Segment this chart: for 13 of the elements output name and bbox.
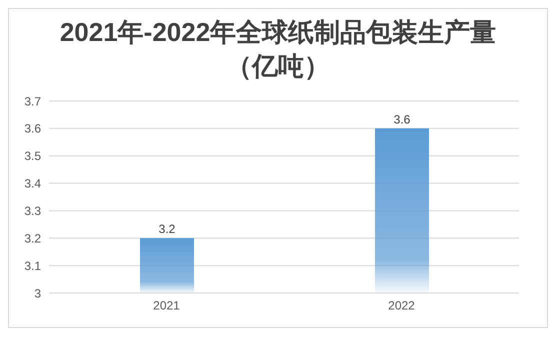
y-tick-label: 3.3 xyxy=(24,204,42,218)
x-tick-label: 2022 xyxy=(388,298,416,313)
data-label: 3.6 xyxy=(394,112,411,126)
y-tick-label: 3.6 xyxy=(24,122,42,136)
y-tick-label: 3 xyxy=(34,286,42,300)
chart-title: 2021年-2022年全球纸制品包装生产量（亿吨） xyxy=(58,16,498,83)
y-tick-label: 3.1 xyxy=(24,258,42,273)
y-tick-label: 3.7 xyxy=(24,94,42,108)
x-tick-label: 2021 xyxy=(153,298,180,313)
data-label: 3.2 xyxy=(158,222,176,236)
y-tick-label: 3.4 xyxy=(24,176,42,191)
y-tick-label: 3.5 xyxy=(24,149,42,164)
y-tick-label: 3.2 xyxy=(24,231,42,246)
